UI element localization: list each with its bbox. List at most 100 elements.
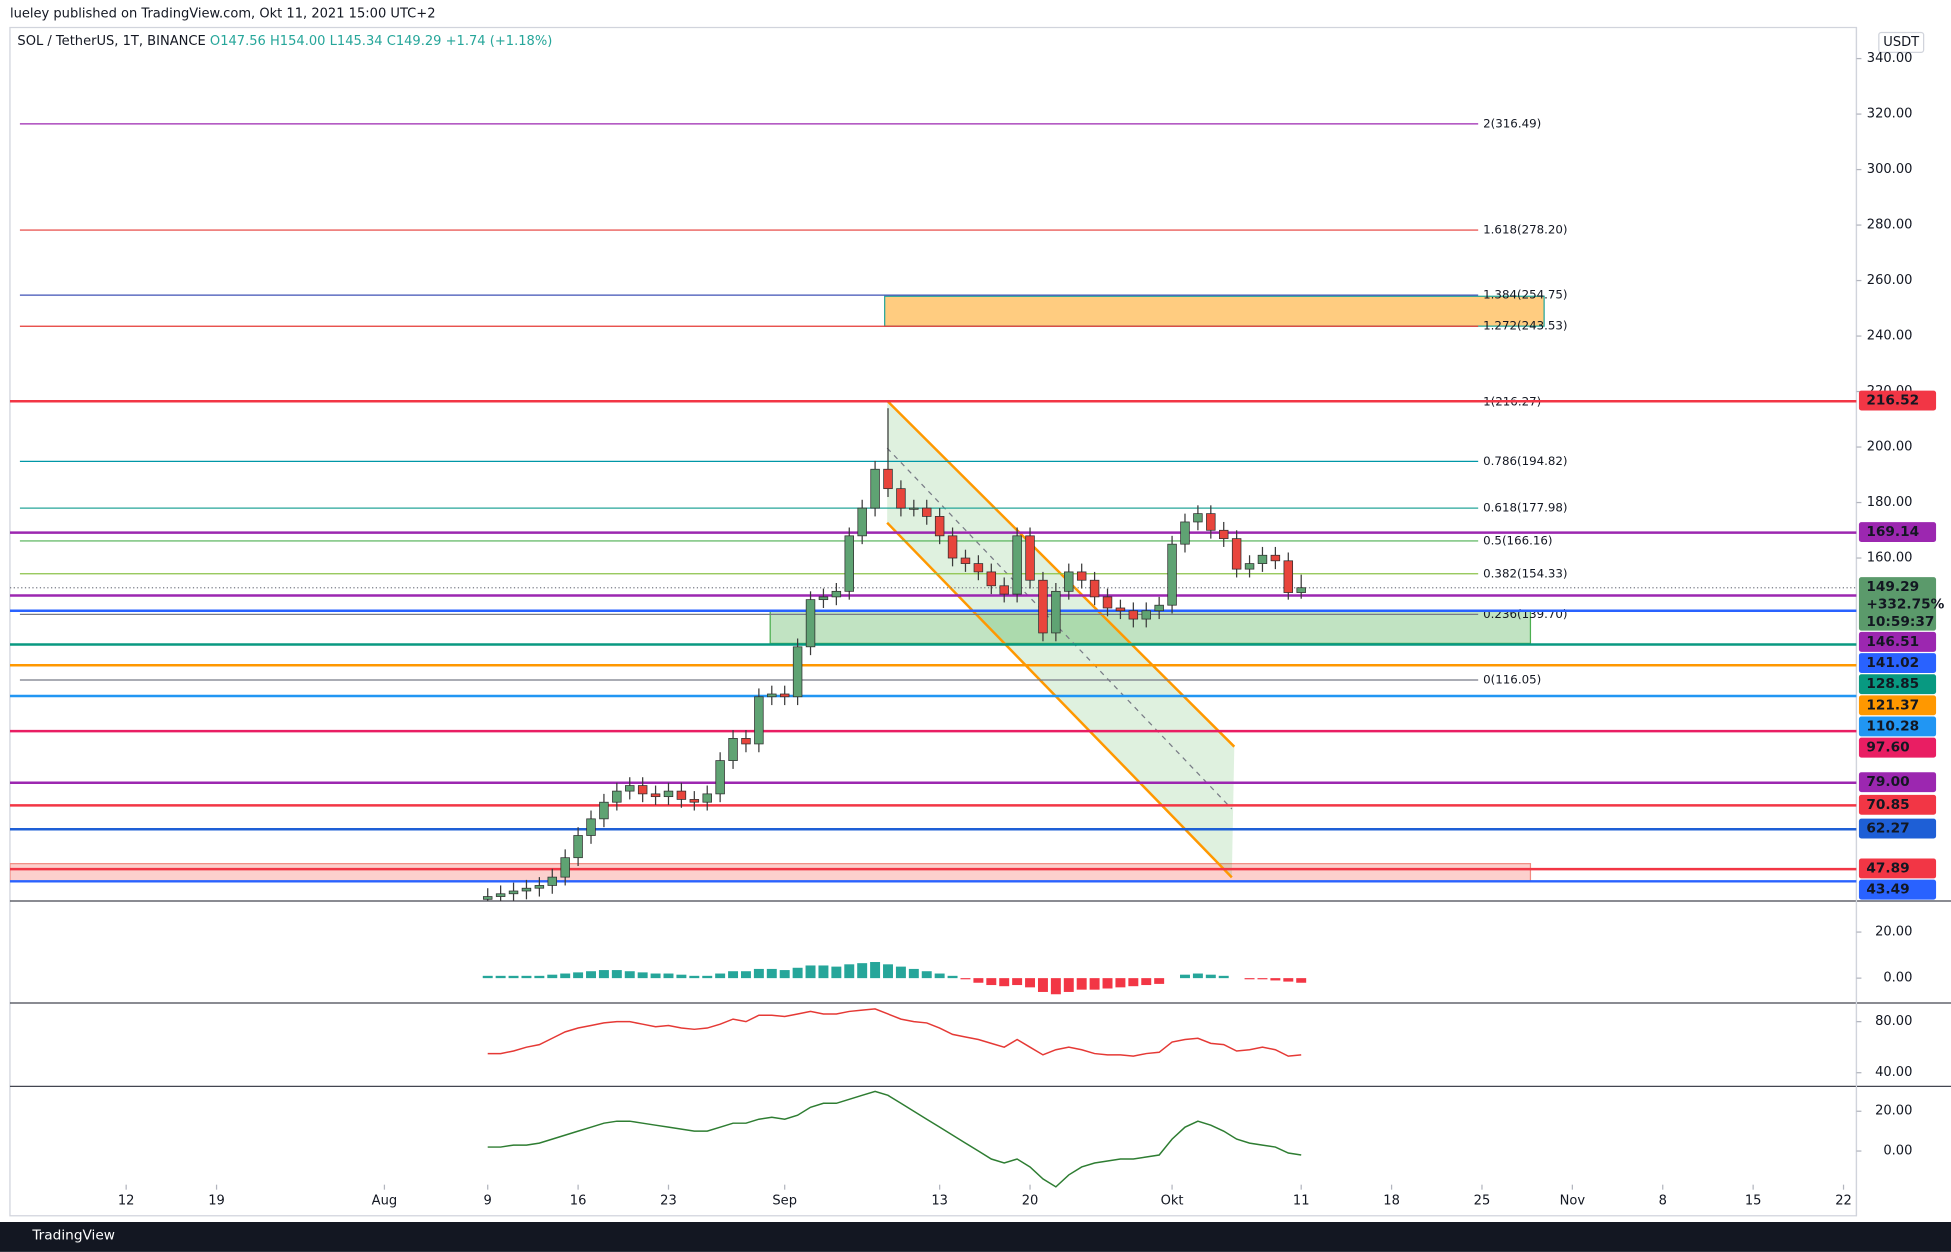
y-tick-label: 0.00 [1883,1144,1912,1159]
histogram-bar [1257,978,1268,980]
histogram-bar [1037,978,1048,992]
y-tick-label: 20.00 [1875,1104,1912,1119]
candle-body [521,887,532,892]
candle-body [625,785,635,792]
histogram-bar [611,970,622,979]
candle-body [870,468,880,509]
candle-body [831,590,842,598]
histogram-bar [766,968,777,979]
candle-body [947,535,958,559]
histogram-bar [508,975,519,979]
channel-line [886,521,1233,879]
histogram-bar [844,964,855,979]
price-label-box [1858,390,1937,411]
price-label: 79.00 [1866,774,1909,790]
price-label: 10:59:37 [1866,614,1934,630]
price-label: 121.37 [1866,697,1919,713]
y-tick-label: 200.00 [1867,440,1913,455]
price-label-box [1858,737,1937,758]
candle-body [818,596,829,601]
channel-fill [887,400,1235,878]
candle-body [1167,543,1177,606]
y-tick-label: 340.00 [1867,51,1913,66]
histogram-bar [689,975,700,979]
histogram-bar [1089,978,1100,990]
candle-body [599,801,609,820]
histogram-bar [702,975,713,979]
histogram-bar [1192,973,1203,979]
histogram-bar [1244,978,1255,980]
fib-label: 0.236(139.70) [1483,607,1567,621]
histogram-bar [1076,978,1087,990]
currency-box [1878,31,1925,54]
candle-body [573,835,583,859]
histogram-bar [715,973,726,979]
legend-item: L145.34 [330,34,383,49]
candle-body [1244,563,1255,570]
price-label: 169.14 [1866,524,1919,540]
histogram-bar [521,975,532,979]
x-tick-label: 18 [1383,1193,1400,1208]
x-tick-label: 16 [570,1193,587,1208]
candle-body [805,599,816,648]
price-label: 62.27 [1866,821,1909,837]
candle-body [857,507,867,537]
price-label: +332.75% [1866,597,1944,613]
price-label-box [1858,695,1937,716]
histogram-bar [870,962,881,979]
target-zone [884,295,1545,327]
y-tick-label: 300.00 [1867,162,1913,177]
histogram-bar [663,973,674,979]
histogram-bar [934,973,945,979]
histogram-bar [547,974,558,979]
histogram-bar [1154,978,1165,984]
histogram-bar [676,974,687,979]
x-tick-label: 9 [484,1193,492,1208]
candle-body [1051,590,1061,634]
x-tick-label: 12 [118,1193,135,1208]
histogram-bar [960,978,971,980]
histogram-bar [1218,975,1229,979]
histogram-bar [1128,978,1139,987]
candle-body [612,790,622,803]
y-tick-label: 320.00 [1867,107,1913,122]
candle-body [792,646,803,698]
price-label-box [1858,858,1937,879]
y-tick-label: 160.00 [1867,551,1913,566]
candle-body [1296,587,1306,593]
price-label-box [1858,794,1937,815]
candle-body [495,893,506,897]
fib-label: 1.618(278.20) [1483,223,1567,237]
price-label-box [1858,653,1937,673]
price-label-box [1858,818,1937,839]
candle-body [1012,535,1022,595]
histogram-bar [973,978,984,983]
candle-body [1141,610,1151,620]
histogram-bar [728,971,739,979]
price-label-box [1858,577,1937,631]
candle-body [883,468,893,490]
candle-body [547,876,558,886]
candle-body [1206,513,1216,531]
price-label-box [1858,631,1937,652]
x-tick-label: 11 [1293,1193,1310,1208]
histogram-bar [740,971,751,979]
x-tick-label: Okt [1161,1193,1184,1208]
fib-label: 1.272(243.53) [1483,319,1567,333]
candle-body [663,790,674,798]
candle-body [909,507,919,510]
x-tick-label: 23 [660,1193,677,1208]
candle-body [1064,571,1074,592]
histogram-bar [1205,974,1216,979]
legend-item: H154.00 [270,34,325,49]
candle-body [715,760,725,795]
red-zone [9,863,1532,882]
histogram-bar [534,975,545,979]
plot: SOL / TetherUS, 1T, BINANCE O147.56 H154… [9,34,1945,1208]
price-label: 43.49 [1866,882,1909,898]
candle-body [973,563,984,573]
y-tick-label: 180.00 [1867,495,1913,510]
x-tick-label: Sep [772,1193,797,1208]
candle-body [1128,610,1139,620]
